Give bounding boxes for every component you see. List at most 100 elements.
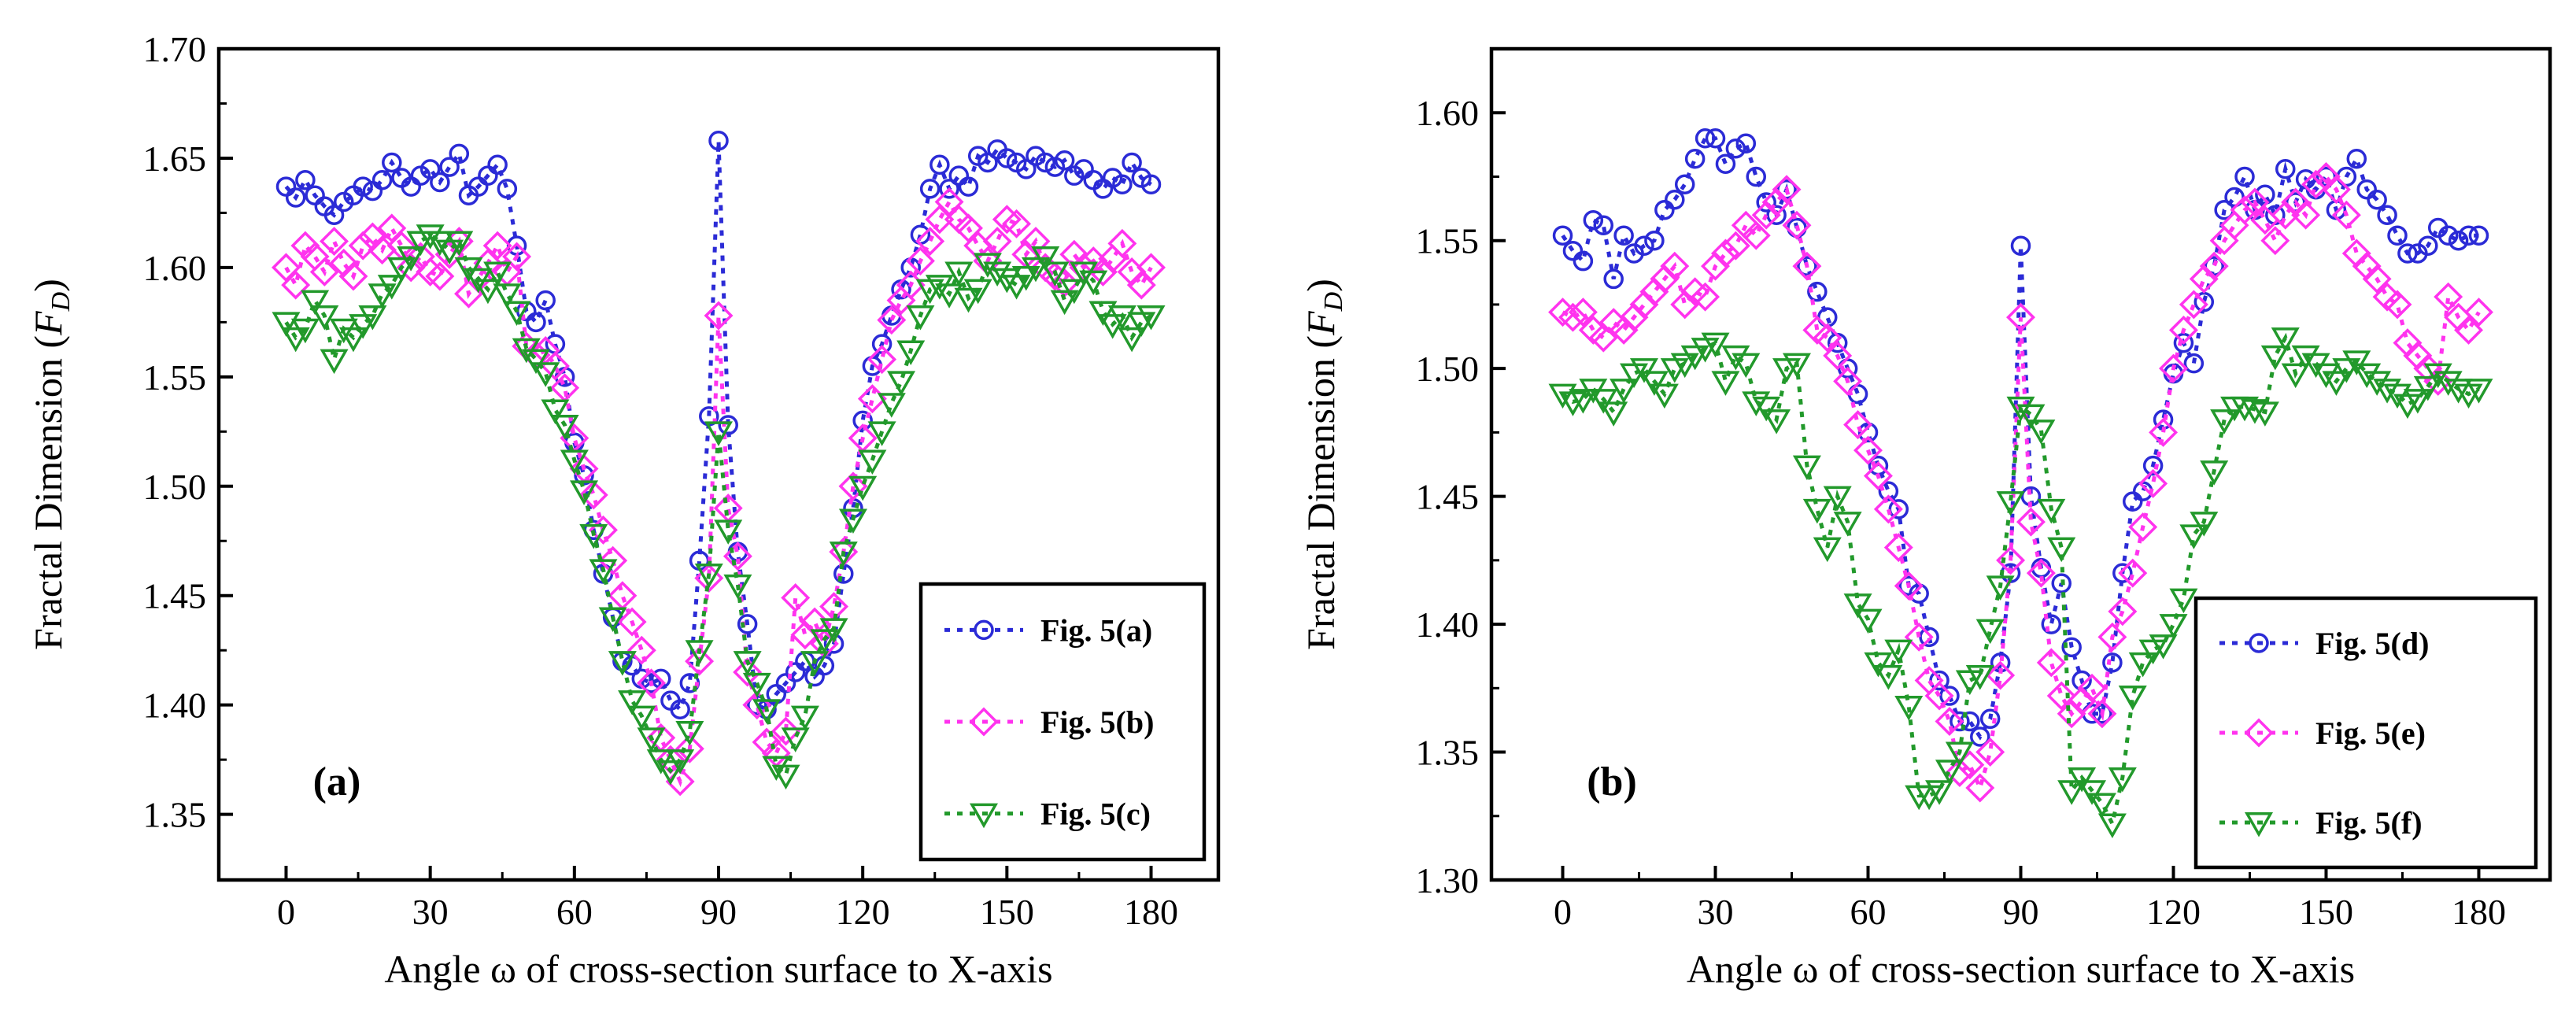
data-point bbox=[1059, 279, 1088, 305]
data-point bbox=[290, 318, 320, 344]
data-point bbox=[1691, 282, 1720, 312]
data-point bbox=[1864, 652, 1893, 678]
data-point bbox=[867, 345, 897, 375]
data-point bbox=[2006, 396, 2035, 422]
y-tick-label: 1.40 bbox=[143, 686, 207, 726]
data-point bbox=[781, 583, 811, 612]
legend-item: Fig. 5(e) bbox=[2219, 715, 2426, 751]
legend-label: Fig. 5(f) bbox=[2315, 805, 2423, 841]
x-tick-label: 60 bbox=[556, 892, 593, 932]
data-point bbox=[2362, 264, 2392, 294]
data-point bbox=[357, 222, 387, 252]
data-point bbox=[1833, 366, 1863, 396]
x-tick-label: 180 bbox=[1124, 892, 1178, 932]
data-point bbox=[905, 246, 935, 276]
data-point bbox=[708, 130, 729, 151]
data-point bbox=[2322, 371, 2351, 396]
data-point bbox=[1079, 270, 1108, 296]
data-point bbox=[598, 545, 628, 575]
data-point bbox=[579, 523, 608, 549]
x-tick-label: 150 bbox=[980, 892, 1034, 932]
data-point bbox=[1986, 660, 2016, 690]
data-point bbox=[353, 176, 373, 197]
data-point bbox=[2087, 699, 2117, 729]
data-point bbox=[1665, 189, 1685, 210]
data-point bbox=[1098, 314, 1127, 339]
y-tick-label: 1.55 bbox=[143, 357, 207, 397]
data-point bbox=[435, 239, 464, 265]
data-point bbox=[2173, 332, 2194, 353]
data-point bbox=[2377, 205, 2397, 225]
data-point bbox=[1945, 741, 1974, 767]
data-point bbox=[1639, 371, 1669, 396]
data-point bbox=[2118, 686, 2147, 711]
data-point bbox=[675, 721, 704, 746]
chart-panel-a: 0 30 60 90 120 150 180 1.35 1.40 1.45 1.50 1.55 1.60… bbox=[26, 29, 1221, 991]
data-point bbox=[617, 607, 647, 637]
data-point bbox=[733, 657, 763, 687]
data-point bbox=[694, 564, 724, 593]
data-point bbox=[1919, 627, 1939, 648]
data-point bbox=[1894, 696, 1924, 721]
y-tick-label: 1.55 bbox=[1416, 221, 1480, 261]
data-point bbox=[848, 475, 878, 501]
data-point bbox=[2097, 813, 2127, 839]
y-tick-label: 1.70 bbox=[143, 29, 207, 69]
data-point bbox=[2219, 210, 2249, 240]
data-point bbox=[502, 242, 532, 272]
data-point bbox=[2168, 315, 2198, 345]
x-tick-label: 0 bbox=[1554, 892, 1572, 932]
data-point bbox=[1766, 205, 1787, 225]
data-point bbox=[810, 629, 839, 654]
legend-marker bbox=[2249, 633, 2269, 653]
data-point bbox=[1802, 498, 1831, 524]
data-point bbox=[2179, 524, 2208, 549]
data-point bbox=[1107, 228, 1137, 258]
data-point bbox=[2418, 235, 2438, 256]
data-point bbox=[348, 231, 378, 261]
data-point bbox=[771, 716, 800, 746]
data-point bbox=[2230, 195, 2260, 225]
legend-item: Fig. 5(d) bbox=[2219, 626, 2429, 661]
series-line bbox=[1561, 136, 2479, 741]
data-point bbox=[309, 257, 339, 286]
data-point bbox=[1670, 353, 1699, 379]
data-point bbox=[1619, 302, 1649, 332]
data-point bbox=[858, 449, 887, 475]
data-point bbox=[1950, 711, 1970, 732]
panel-label: (a) bbox=[313, 760, 361, 804]
data-point bbox=[877, 305, 907, 335]
data-point bbox=[1070, 261, 1099, 286]
data-point bbox=[954, 287, 983, 313]
data-point bbox=[973, 253, 1002, 278]
data-point bbox=[1603, 268, 1624, 290]
data-point bbox=[1122, 152, 1142, 173]
data-point bbox=[656, 760, 685, 786]
data-point bbox=[526, 312, 546, 333]
data-point bbox=[1935, 760, 1964, 785]
data-point bbox=[2102, 652, 2123, 673]
data-point bbox=[2128, 652, 2157, 678]
data-point bbox=[382, 152, 402, 173]
data-point bbox=[1016, 159, 1037, 179]
data-point bbox=[1112, 174, 1133, 195]
data-point bbox=[338, 261, 368, 291]
data-point bbox=[416, 224, 445, 250]
x-tick-label: 30 bbox=[412, 892, 449, 932]
data-point bbox=[1002, 209, 1032, 238]
data-point bbox=[535, 290, 556, 311]
data-point bbox=[1118, 327, 1147, 353]
data-point bbox=[2275, 158, 2296, 179]
data-point bbox=[714, 519, 743, 545]
data-point bbox=[570, 480, 599, 505]
data-point bbox=[1884, 639, 1913, 665]
data-point bbox=[1979, 708, 2001, 730]
data-point bbox=[877, 393, 906, 418]
x-axis-title: Angle ω of cross-section surface to X-ax… bbox=[1687, 947, 2355, 991]
legend-marker bbox=[974, 619, 994, 641]
data-point bbox=[497, 179, 518, 199]
data-point bbox=[1761, 187, 1791, 217]
data-point bbox=[2016, 507, 2046, 537]
data-point bbox=[685, 646, 715, 676]
x-tick-label: 90 bbox=[2003, 892, 2039, 932]
